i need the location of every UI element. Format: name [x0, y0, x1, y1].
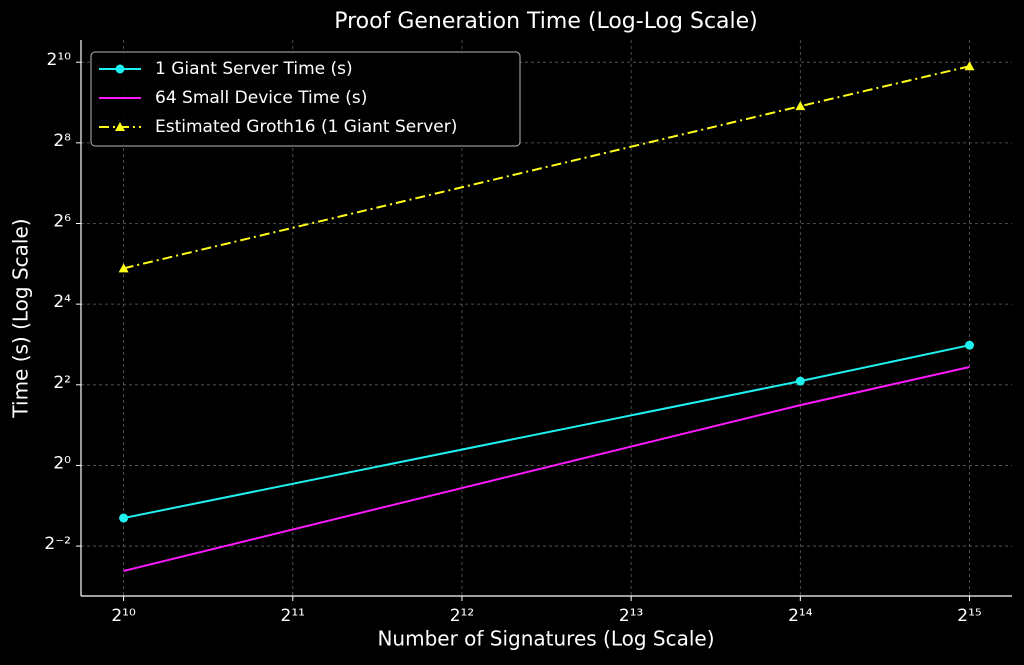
marker — [965, 340, 975, 350]
x-tick-label: 2¹⁵ — [957, 606, 981, 626]
y-tick-label: 2² — [53, 373, 71, 393]
series-line — [123, 366, 970, 572]
legend-label: 64 Small Device Time (s) — [155, 88, 367, 108]
marker — [115, 122, 125, 131]
y-tick-label: 2¹⁰ — [47, 50, 72, 70]
marker — [795, 101, 806, 111]
marker — [119, 513, 129, 523]
x-tick-label: 2¹⁰ — [111, 606, 136, 626]
y-tick-label: 2⁰ — [53, 453, 71, 473]
x-tick-label: 2¹¹ — [281, 606, 305, 626]
x-axis-label: Number of Signatures (Log Scale) — [377, 627, 714, 651]
legend-box — [90, 51, 521, 147]
marker — [115, 64, 125, 74]
x-tick-label: 2¹³ — [619, 606, 643, 626]
marker — [964, 61, 975, 71]
y-tick-label: 2⁶ — [53, 212, 71, 232]
legend-label: 1 Giant Server Time (s) — [155, 59, 353, 79]
y-tick-label: 2⁴ — [53, 292, 71, 312]
y-axis-label: Time (s) (Log Scale) — [9, 218, 33, 418]
y-tick-label: 2⁻² — [44, 534, 71, 554]
y-tick-label: 2⁸ — [53, 131, 71, 151]
legend-label: Estimated Groth16 (1 Giant Server) — [155, 117, 457, 137]
marker — [795, 376, 805, 386]
marker — [118, 263, 129, 273]
chart-title: Proof Generation Time (Log-Log Scale) — [334, 9, 758, 34]
x-tick-label: 2¹⁴ — [788, 606, 813, 626]
x-tick-label: 2¹² — [450, 606, 474, 626]
